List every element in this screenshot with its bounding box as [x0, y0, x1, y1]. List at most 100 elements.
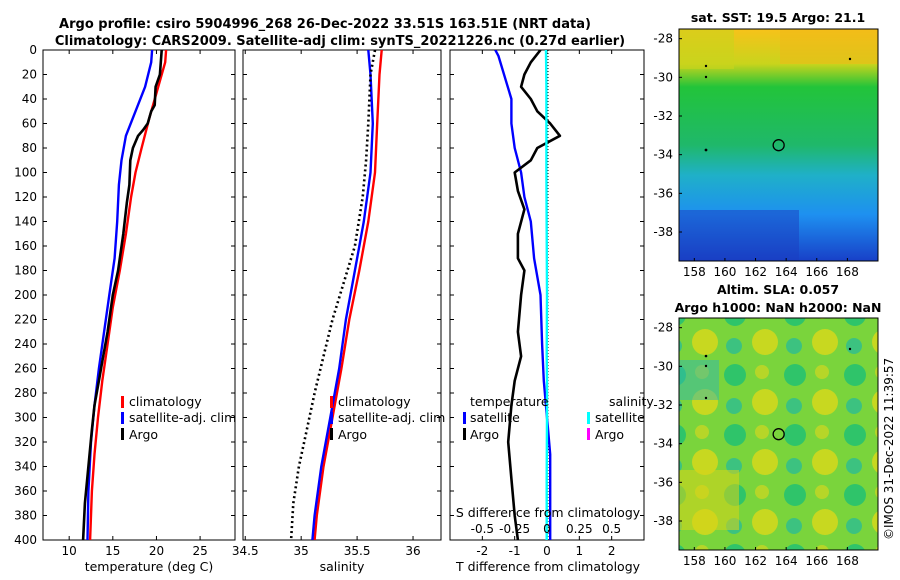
salinity-panel: 34.5 35 35.5 36 salinity climatology satell…	[232, 49, 445, 574]
series-line-argo	[81, 50, 163, 540]
legend-climatology-swatch	[121, 396, 124, 408]
salinity-difference-tick-label: -0.5	[471, 522, 494, 536]
salinity-axes-box	[242, 49, 442, 541]
lon-tick-label: 168	[836, 554, 859, 568]
difference-panel: -2 -1 0 1 2 T difference from climatology S …	[449, 49, 654, 574]
island-dot	[704, 354, 708, 358]
island-dot	[848, 347, 852, 351]
x-tick-label: 10	[62, 544, 77, 558]
island-dot	[704, 396, 708, 400]
lon-tick-label: 158	[683, 554, 706, 568]
legend-satellite-label: satellite-adj. clim	[338, 410, 445, 425]
lon-tick-label: 162	[744, 554, 767, 568]
depth-tick-label: 20	[22, 68, 37, 82]
x-tick-label: 35.5	[344, 544, 371, 558]
legend-t-argo-swatch	[463, 428, 466, 440]
depth-tick-label: 220	[14, 313, 37, 327]
depth-tick-label: 320	[14, 435, 37, 449]
argo-position-marker	[772, 139, 785, 152]
x-tick-label: 36	[405, 544, 420, 558]
temperature-x-axis: 10 15 20 25	[62, 50, 208, 558]
depth-tick-label: 120	[14, 190, 37, 204]
salinity-lines	[289, 50, 383, 540]
figure-title-line1: Argo profile: csiro 5904996_268 26-Dec-2…	[59, 17, 591, 32]
legend-s-satellite-swatch	[587, 412, 590, 424]
legend-satellite-label: satellite-adj. clim	[129, 410, 236, 425]
lat-tick-label: -36	[653, 475, 673, 489]
sla-map: Altim. SLA: 0.057 Argo h1000: NaN h2000:…	[653, 282, 881, 568]
lon-tick-label: 160	[713, 554, 736, 568]
lat-tick-label: -30	[653, 70, 673, 84]
legend-argo-swatch	[330, 428, 333, 440]
depth-tick-label: 380	[14, 509, 37, 523]
lon-tick-label: 168	[836, 265, 859, 279]
depth-tick-label: 180	[14, 264, 37, 278]
x-tick-label: 25	[192, 544, 207, 558]
lon-tick-label: 164	[775, 554, 798, 568]
salinity-y-ticks	[243, 49, 441, 541]
series-line-satellite-adj-clim	[311, 50, 374, 540]
temperature-legend: climatology satellite-adj. clim Argo	[121, 394, 236, 442]
legend-salinity-header: salinity	[609, 394, 654, 409]
depth-tick-label: 280	[14, 386, 37, 400]
x-tick-label: 15	[105, 544, 120, 558]
lat-tick-label: -28	[653, 32, 673, 46]
depth-tick-label: 260	[14, 362, 37, 376]
salinity-difference-tick-label: 0.5	[602, 522, 621, 536]
temperature-xlabel: temperature (deg C)	[85, 559, 214, 574]
sla-patch	[679, 360, 719, 400]
salinity-difference-tick-label: 0	[543, 522, 551, 536]
lat-tick-label: -34	[653, 148, 673, 162]
island-dot	[704, 364, 708, 368]
depth-tick-label: 300	[14, 411, 37, 425]
lon-tick-label: 158	[683, 265, 706, 279]
series-line-s-satellite	[544, 50, 549, 540]
island-dot	[704, 75, 708, 79]
x-tick-label: -2	[476, 544, 488, 558]
figure-title-line2: Climatology: CARS2009. Satellite-adj cli…	[55, 34, 625, 49]
x-tick-label: 35	[294, 544, 309, 558]
lon-tick-label: 166	[805, 265, 828, 279]
x-tick-label: 1	[576, 544, 584, 558]
lat-tick-label: -38	[653, 225, 673, 239]
legend-climatology-swatch	[330, 396, 333, 408]
legend-s-satellite-label: satellite	[595, 410, 645, 425]
x-tick-label: 2	[608, 544, 616, 558]
x-tick-label: 0	[543, 544, 551, 558]
temperature-axes-box	[42, 49, 236, 541]
sst-map-title: sat. SST: 19.5 Argo: 21.1	[691, 10, 865, 25]
depth-tick-label: 140	[14, 215, 37, 229]
legend-s-argo-swatch	[587, 428, 590, 440]
lon-tick-label: 160	[713, 265, 736, 279]
depth-tick-label: 60	[22, 117, 37, 131]
legend-satellite-swatch	[330, 412, 333, 424]
legend-climatology-label: climatology	[129, 394, 202, 409]
salinity-legend: climatology satellite-adj. clim Argo	[330, 394, 445, 442]
island-dot	[704, 64, 708, 68]
depth-axis: 0 20 40 60 80 100 120 140 160 180 200 220 240 260 280 3…	[14, 43, 235, 547]
legend-temperature-header: temperature	[470, 394, 549, 409]
depth-tick-label: 200	[14, 288, 37, 302]
legend-satellite-swatch	[121, 412, 124, 424]
salinity-difference-tick-label: -0.25	[499, 522, 530, 536]
lat-tick-label: -38	[653, 514, 673, 528]
sla-patch	[679, 470, 739, 530]
series-line-argo	[289, 50, 377, 540]
lat-tick-label: -32	[653, 398, 673, 412]
legend-t-satellite-swatch	[463, 412, 466, 424]
difference-top-xlabel: S difference from climatology	[456, 505, 641, 520]
lon-tick-label: 166	[805, 554, 828, 568]
series-line-t-argo	[506, 50, 562, 540]
sst-patch	[679, 210, 799, 261]
sla-map-title-line2: Argo h1000: NaN h2000: NaN	[675, 300, 882, 315]
sst-map-axes: 158 160 162 164 166 168 -28 -30 -32 -34 -36 -38	[653, 32, 858, 279]
x-tick-label: 34.5	[232, 544, 259, 558]
salinity-difference-ticks: -0.5 -0.25 0 0.25 0.5	[471, 522, 622, 536]
legend-climatology-label: climatology	[338, 394, 411, 409]
sla-map-axes: 158 160 162 164 166 168 -28 -30 -32 -34 -36 -38	[653, 321, 858, 568]
depth-tick-label: 0	[29, 43, 37, 57]
legend-argo-swatch	[121, 428, 124, 440]
series-line-climatology	[88, 50, 168, 540]
depth-tick-label: 100	[14, 166, 37, 180]
